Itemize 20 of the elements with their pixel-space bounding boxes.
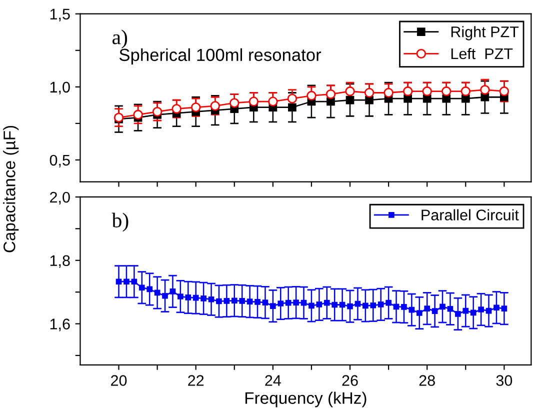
y-tick-label: 1,0 bbox=[50, 82, 70, 94]
x-axis-title: Frequency (kHz) bbox=[245, 392, 366, 408]
x-tick-label: 28 bbox=[419, 375, 435, 386]
annotation: b) bbox=[112, 212, 128, 232]
legend-label: Right PZT bbox=[451, 26, 519, 40]
y-tick-label: 2,0 bbox=[50, 192, 70, 204]
x-tick-label: 24 bbox=[265, 375, 281, 386]
x-tick-label: 22 bbox=[188, 375, 204, 386]
x-tick-label: 30 bbox=[496, 375, 512, 386]
annotation: Spherical 100ml resonator bbox=[119, 48, 322, 64]
annotation: a) bbox=[112, 30, 128, 49]
y-tick-label: 1,5 bbox=[50, 8, 70, 22]
y-tick-label: 1,6 bbox=[50, 318, 70, 332]
y-tick-label: 0,5 bbox=[50, 154, 70, 168]
legend-label: Parallel Circuit bbox=[422, 209, 519, 220]
legend-label: Left PZT bbox=[451, 48, 513, 60]
x-tick-label: 20 bbox=[111, 375, 127, 386]
y-axis-title: Capacitance (µF) bbox=[3, 126, 19, 252]
y-tick-label: 1,8 bbox=[50, 255, 70, 268]
x-tick-label: 26 bbox=[342, 375, 358, 386]
